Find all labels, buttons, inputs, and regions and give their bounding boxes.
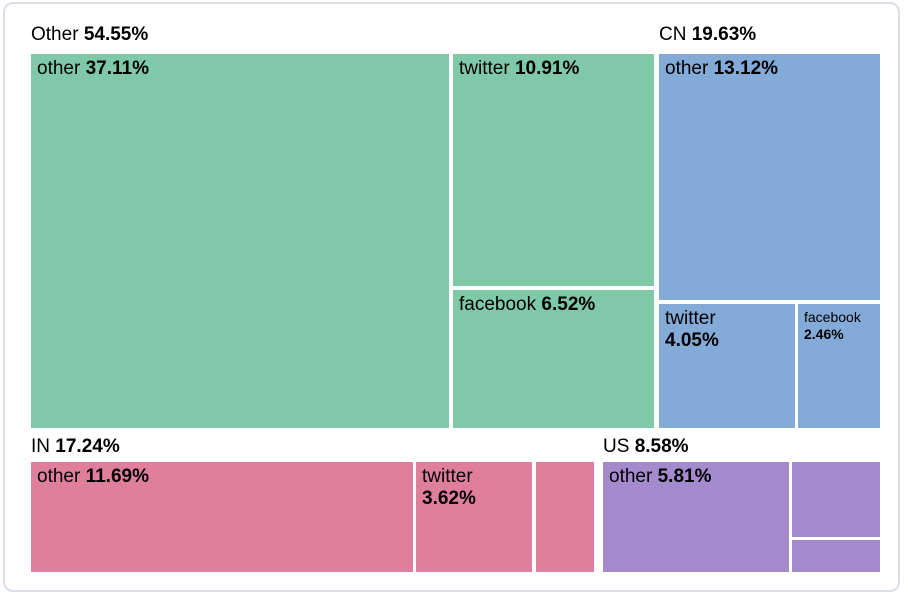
- group-value: 19.63%: [691, 24, 757, 45]
- cell-value: 2.46%: [804, 326, 844, 342]
- cell-label: facebook 6.52%: [453, 290, 654, 316]
- cell-other-facebook[interactable]: facebook 6.52%: [453, 290, 654, 428]
- group-value: 54.55%: [83, 24, 149, 45]
- cell-other-twitter[interactable]: twitter 10.91%: [453, 54, 654, 286]
- cell-value: 3.62%: [422, 488, 476, 509]
- cell-label: other 5.81%: [603, 462, 789, 488]
- group-header-us: US 8.58%: [603, 436, 689, 458]
- cell-name: other: [665, 58, 714, 79]
- cell-value: 10.91%: [514, 58, 580, 79]
- cell-cn-facebook[interactable]: facebook 2.46%: [798, 304, 880, 428]
- cell-in-unlabeled-2[interactable]: [536, 462, 594, 572]
- cell-name: facebook: [459, 294, 542, 315]
- cell-cn-twitter[interactable]: twitter 4.05%: [659, 304, 795, 428]
- group-header-other: Other 54.55%: [31, 24, 148, 46]
- cell-label: twitter 4.05%: [659, 304, 795, 352]
- group-value: 17.24%: [55, 436, 120, 457]
- cell-value: 13.12%: [713, 58, 779, 79]
- cell-name: facebook: [804, 309, 861, 325]
- cell-value: 5.81%: [657, 466, 712, 487]
- cell-name: twitter: [665, 308, 716, 329]
- cell-name: other: [37, 466, 86, 487]
- cell-us-other[interactable]: other 5.81%: [603, 462, 789, 572]
- cell-cn-other[interactable]: other 13.12%: [659, 54, 880, 300]
- group-label: IN: [31, 436, 56, 457]
- group-label: Other: [31, 24, 84, 45]
- cell-label: facebook 2.46%: [798, 304, 880, 343]
- cell-name: twitter: [422, 466, 473, 487]
- cell-in-twitter[interactable]: twitter 3.62%: [416, 462, 532, 572]
- cell-value: 6.52%: [541, 294, 596, 315]
- cell-label: other 13.12%: [659, 54, 880, 80]
- cell-value: 37.11%: [85, 58, 149, 79]
- cell-other-other[interactable]: other 37.11%: [31, 54, 449, 428]
- cell-label: other 37.11%: [31, 54, 449, 80]
- cell-name: other: [609, 466, 658, 487]
- cell-value: 11.69%: [85, 466, 149, 487]
- group-header-cn: CN 19.63%: [659, 24, 756, 46]
- cell-us-unlabeled-1[interactable]: [792, 462, 880, 537]
- group-label: US: [603, 436, 635, 457]
- cell-label: other 11.69%: [31, 462, 413, 488]
- group-label: CN: [659, 24, 692, 45]
- cell-us-unlabeled-2[interactable]: [792, 540, 880, 572]
- cell-label: twitter 3.62%: [416, 462, 532, 510]
- group-value: 8.58%: [634, 436, 689, 457]
- cell-value: 4.05%: [665, 330, 719, 351]
- cell-name: other: [37, 58, 86, 79]
- cell-label: twitter 10.91%: [453, 54, 654, 80]
- group-header-in: IN 17.24%: [31, 436, 120, 458]
- cell-name: twitter: [459, 58, 515, 79]
- cell-in-other[interactable]: other 11.69%: [31, 462, 413, 572]
